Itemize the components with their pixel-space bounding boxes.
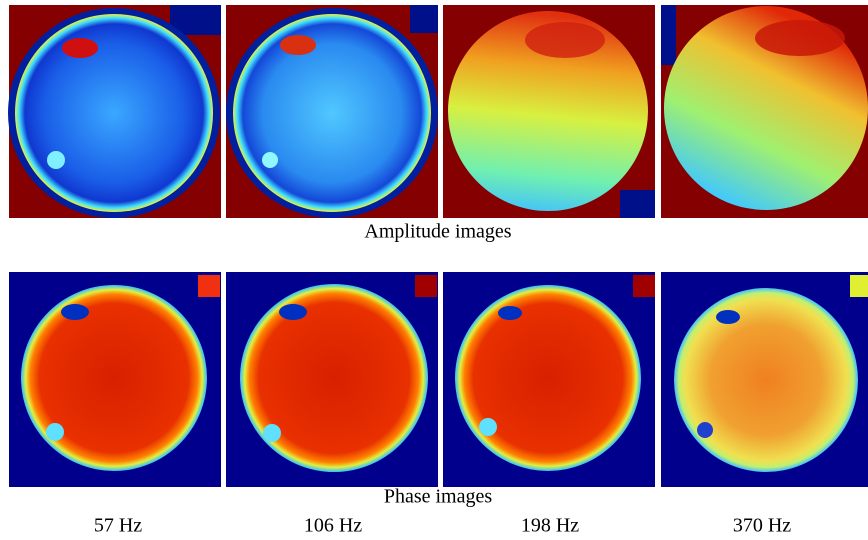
amplitude-panel: [443, 5, 655, 218]
phase-panel: [443, 272, 655, 487]
amplitude-panel: [8, 5, 221, 218]
page: Amplitude images Phase images 57 Hz 106 …: [0, 0, 868, 540]
figure: Amplitude images Phase images 57 Hz 106 …: [0, 0, 868, 540]
phase-panel: [661, 272, 868, 487]
frequency-label: 198 Hz: [521, 515, 579, 537]
amplitude-panel: [226, 5, 438, 218]
phase-panel: [226, 272, 438, 487]
row-caption: Phase images: [384, 486, 493, 508]
frequency-label: 57 Hz: [94, 515, 142, 537]
phase-panel: [9, 272, 221, 487]
amplitude-panel: [661, 5, 868, 218]
frequency-label: 370 Hz: [733, 515, 791, 537]
row-caption: Amplitude images: [364, 221, 511, 243]
frequency-label: 106 Hz: [304, 515, 362, 537]
